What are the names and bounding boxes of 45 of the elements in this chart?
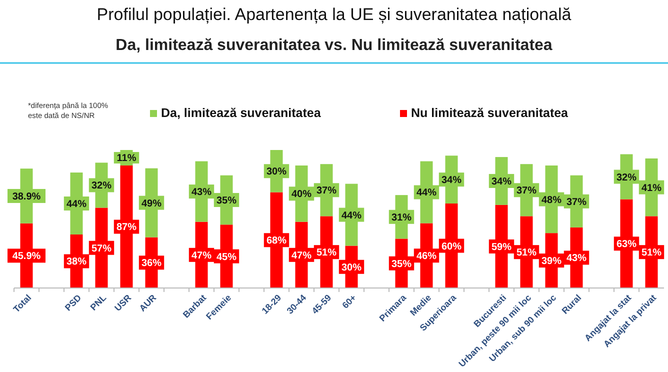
data-label: 43% [191,187,212,198]
data-label: 31% [391,212,412,224]
legend-label: Nu limitează suveranitatea [411,106,570,120]
data-label: 45.9% [12,251,41,262]
data-label: 44% [66,199,87,210]
data-label: 44% [416,188,437,199]
data-label: 36% [141,258,162,270]
data-label: 39% [541,256,562,268]
data-label: 37% [516,186,537,197]
data-label: 47% [191,250,212,262]
data-label: 43% [566,253,587,264]
data-label: 37% [316,186,337,197]
data-label: 60% [441,241,462,252]
data-label: 51% [516,248,537,259]
data-label: 46% [416,251,437,262]
chart-title: Profilul populației. Apartenența la UE și suveranitatea națională [96,5,572,24]
data-label: 68% [266,236,287,247]
data-label: 59% [491,242,512,253]
data-label: 34% [441,175,462,186]
x-tick-label: PNL [88,292,108,312]
data-label: 35% [391,258,412,270]
data-label: 48% [541,194,562,206]
data-label: 34% [491,176,512,188]
x-tick-label: 60+ [340,292,358,310]
data-label: 40% [291,189,312,200]
data-label: 38.9% [12,191,41,202]
data-label: 49% [141,198,162,210]
data-label: 51% [316,248,337,259]
data-label: 35% [216,195,237,206]
data-label: 47% [291,250,312,262]
data-label: 45% [216,252,237,263]
data-label: 32% [616,172,637,184]
data-label: 57% [91,243,112,254]
data-label: 30% [341,262,362,274]
data-label: 51% [641,248,662,259]
chart-subtitle: Da, limitează suveranitatea vs. Nu limitează suveranitatea [116,37,552,54]
data-label: 38% [66,256,87,268]
data-label: 32% [91,180,112,192]
data-label: 44% [341,210,362,222]
data-label: 37% [566,196,587,208]
data-label: 30% [266,166,287,178]
legend-label: Da, limitează suveranitatea [161,106,322,120]
data-label: 63% [616,239,637,250]
data-label: 87% [116,222,137,234]
data-label: 41% [641,182,662,194]
